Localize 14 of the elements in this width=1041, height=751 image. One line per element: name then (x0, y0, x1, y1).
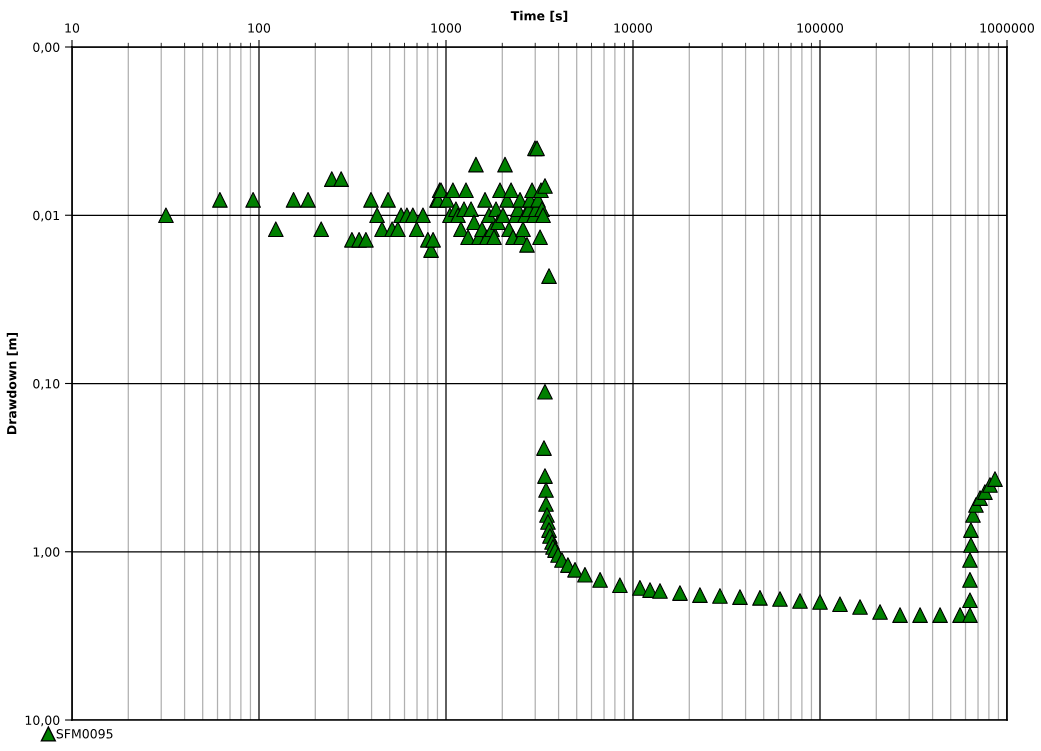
x-tick-label: 1000000 (980, 23, 1034, 33)
x-axis-title: Time [s] (510, 10, 568, 22)
x-tick-label: 1000 (431, 23, 462, 33)
x-tick-label: 100000 (797, 23, 844, 33)
x-tick-label: 100 (248, 23, 271, 33)
y-axis-title: Drawdown [m] (6, 332, 18, 435)
x-tick-label: 10000 (614, 23, 653, 33)
y-tick-label: 0,01 (33, 210, 60, 222)
x-tick-label: 10 (65, 23, 80, 33)
y-tick-label: 0,00 (33, 42, 60, 54)
y-tick-label: 10,00 (25, 715, 60, 727)
y-tick-label: 1,00 (33, 547, 60, 558)
legend-label: SFM0095 (56, 729, 113, 739)
y-tick-label: 0,10 (33, 378, 60, 390)
